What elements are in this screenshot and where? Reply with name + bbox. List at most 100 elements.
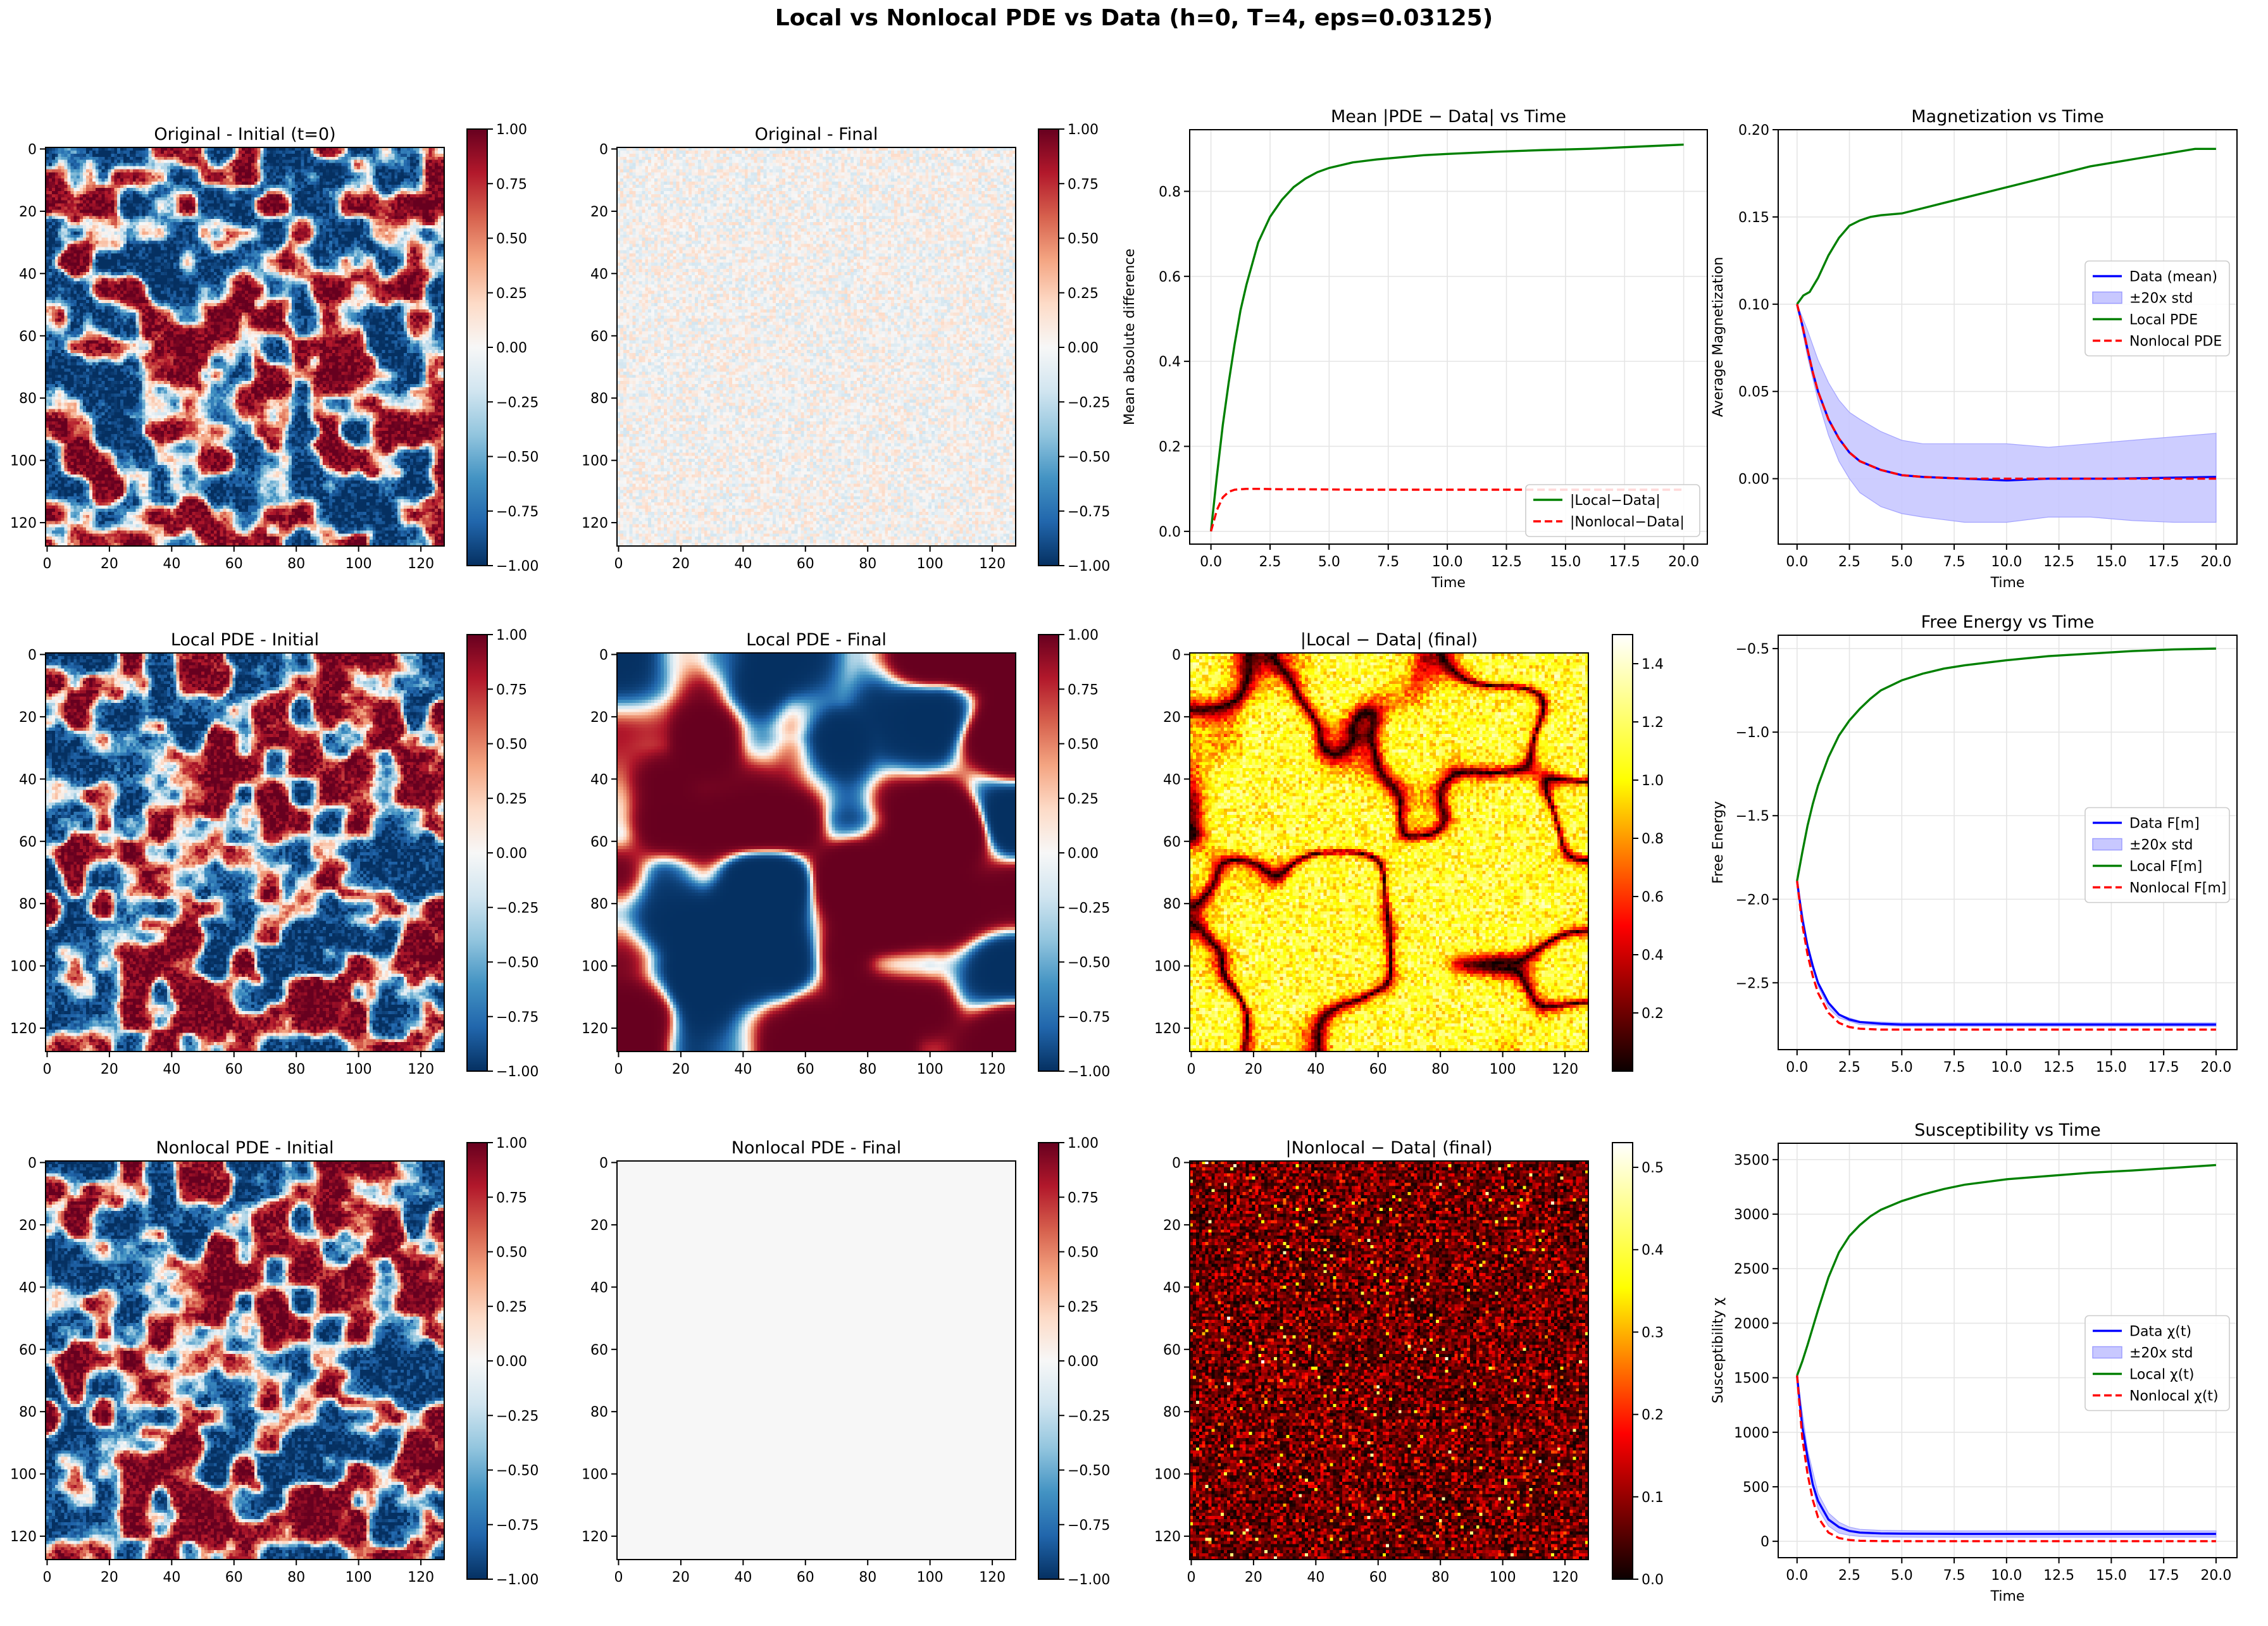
original-final-xtick-label: 80 xyxy=(859,556,876,572)
mean-diff-frame xyxy=(1189,129,1708,545)
local-initial-colorbar-label: 0.00 xyxy=(496,846,527,862)
nonlocal-diff-frame xyxy=(1189,1160,1589,1560)
local-final-ytick-label: 40 xyxy=(590,772,608,788)
local-diff-xtick-label: 0 xyxy=(1187,1062,1195,1077)
nonlocal-initial-ytick-label: 100 xyxy=(10,1467,37,1483)
susceptibility-legend xyxy=(2084,1315,2230,1412)
magnetization-legend-swatch xyxy=(2092,291,2122,304)
nonlocal-final-ytick-label: 60 xyxy=(590,1343,608,1358)
local-initial-ytick-label: 40 xyxy=(19,772,37,788)
original-final-colorbar-label: −0.50 xyxy=(1068,450,1110,466)
local-initial-ytick-label: 0 xyxy=(28,647,37,663)
nonlocal-diff-ytick-label: 120 xyxy=(1154,1529,1181,1545)
local-initial-heatmap-image xyxy=(46,653,444,1052)
local-initial-colorbar-label: 1.00 xyxy=(496,628,527,643)
local-final-colorbar-label: −0.75 xyxy=(1068,1010,1110,1026)
nonlocal-diff-colorbar-label: 0.2 xyxy=(1642,1408,1664,1424)
original-final-xtick-label: 40 xyxy=(734,556,752,572)
nonlocal-final-ytick-label: 20 xyxy=(590,1218,608,1234)
original-final-colorbar-label: −0.75 xyxy=(1068,504,1110,520)
free-energy-ytick-label: −0.5 xyxy=(1736,642,1769,657)
magnetization-title: Magnetization vs Time xyxy=(1911,107,2104,127)
susceptibility-ytick-label: 3000 xyxy=(1734,1207,1769,1223)
magnetization-xtick-label: 15.0 xyxy=(2096,554,2127,570)
original-final-colorbar-label: 1.00 xyxy=(1068,122,1099,138)
nonlocal-diff-xtick-label: 20 xyxy=(1245,1570,1262,1586)
nonlocal-initial-ytick-label: 20 xyxy=(19,1218,37,1234)
nonlocal-diff-ytick-label: 80 xyxy=(1163,1405,1181,1420)
nonlocal-initial-colorbar-label: −0.75 xyxy=(496,1518,539,1534)
local-final-ytick-label: 120 xyxy=(582,1021,608,1037)
nonlocal-initial-frame xyxy=(45,1160,445,1560)
original-initial-ytick-label: 60 xyxy=(19,329,37,345)
nonlocal-diff-colorbar-label: 0.5 xyxy=(1642,1160,1664,1176)
nonlocal-diff-ytick-label: 60 xyxy=(1163,1343,1181,1358)
original-final-colorbar xyxy=(1038,128,1059,566)
local-initial-ytick-label: 120 xyxy=(10,1021,37,1037)
original-initial-colorbar-label: 0.00 xyxy=(496,340,527,356)
susceptibility-series-line xyxy=(1796,1375,2216,1542)
magnetization-frame xyxy=(1778,129,2238,545)
original-final-xtick-label: 20 xyxy=(672,556,690,572)
local-diff-xtick-label: 20 xyxy=(1245,1062,1262,1077)
original-initial-ytick-label: 120 xyxy=(10,516,37,531)
free-energy-xtick-label: 15.0 xyxy=(2096,1060,2127,1076)
original-initial-heatmap-image xyxy=(46,147,444,546)
magnetization-series-line xyxy=(1796,304,2216,480)
susceptibility-ytick-label: 2000 xyxy=(1734,1316,1769,1332)
figure-title: Local vs Nonlocal PDE vs Data (h=0, T=4,… xyxy=(775,5,1493,31)
original-final-colorbar-label: −1.00 xyxy=(1068,559,1110,574)
susceptibility-legend-label: Data χ(t) xyxy=(2129,1324,2191,1340)
local-initial-xtick-label: 80 xyxy=(287,1062,305,1077)
nonlocal-final-colorbar-label: −1.00 xyxy=(1068,1572,1110,1588)
original-initial-xtick-label: 60 xyxy=(225,556,243,572)
susceptibility-xtick-label: 10.0 xyxy=(1991,1568,2022,1584)
nonlocal-final-xtick-label: 0 xyxy=(614,1570,623,1586)
nonlocal-diff-xtick-label: 120 xyxy=(1552,1570,1578,1586)
original-initial-ytick-label: 40 xyxy=(19,266,37,282)
magnetization-xtick-label: 12.5 xyxy=(2043,554,2074,570)
local-final-colorbar-label: 0.25 xyxy=(1068,791,1099,807)
local-diff-ytick-label: 0 xyxy=(1172,647,1181,663)
original-initial-xtick-label: 80 xyxy=(287,556,305,572)
subplot-mean-diff: 0.0 2.5 5.0 7.5 10.0 12.5 15.0 17.5 20.0 0.0 0.2 0.… xyxy=(1122,107,1708,591)
local-diff-colorbar xyxy=(1612,634,1633,1072)
magnetization-legend-label: Local PDE xyxy=(2129,313,2198,328)
susceptibility-xtick-label: 2.5 xyxy=(1838,1568,1860,1584)
nonlocal-final-colorbar-label: 0.50 xyxy=(1068,1245,1099,1261)
local-final-colorbar-label: 0.50 xyxy=(1068,737,1099,753)
nonlocal-final-xtick-label: 40 xyxy=(734,1570,752,1586)
local-diff-ytick-label: 120 xyxy=(1154,1021,1181,1037)
nonlocal-diff-ytick-label: 100 xyxy=(1154,1467,1181,1483)
original-initial-ytick-label: 20 xyxy=(19,204,37,220)
original-final-colorbar-label: −0.25 xyxy=(1068,395,1110,411)
free-energy-legend xyxy=(2084,807,2230,903)
magnetization-xtick-label: 0.0 xyxy=(1786,554,1808,570)
local-final-ytick-label: 100 xyxy=(582,959,608,975)
free-energy-title: Free Energy vs Time xyxy=(1921,612,2095,632)
local-initial-xtick-label: 40 xyxy=(163,1062,180,1077)
nonlocal-final-title: Nonlocal PDE - Final xyxy=(732,1138,902,1158)
local-diff-xtick-label: 40 xyxy=(1307,1062,1324,1077)
nonlocal-final-ytick-label: 40 xyxy=(590,1280,608,1296)
mean-diff-xtick-label: 10.0 xyxy=(1432,554,1463,570)
nonlocal-diff-colorbar-label: 0.3 xyxy=(1642,1325,1664,1341)
original-initial-xtick-label: 40 xyxy=(163,556,180,572)
subplot-nonlocal-diff: 0 0 20 20 40 40 60 60 80 80 100 100 120 120 |Nonlocal … xyxy=(1154,1138,1664,1588)
local-final-ytick-label: 0 xyxy=(599,647,608,663)
mean-diff-series-line xyxy=(1209,143,1684,532)
nonlocal-initial-colorbar xyxy=(466,1142,488,1580)
magnetization-ytick-label: 0.05 xyxy=(1738,385,1769,400)
original-initial-colorbar-label: −0.50 xyxy=(496,450,539,466)
nonlocal-initial-title: Nonlocal PDE - Initial xyxy=(156,1138,333,1158)
original-initial-frame xyxy=(45,147,445,547)
nonlocal-diff-title: |Nonlocal − Data| (final) xyxy=(1285,1138,1492,1158)
susceptibility-xtick-label: 17.5 xyxy=(2148,1568,2179,1584)
local-final-title: Local PDE - Final xyxy=(746,630,887,650)
original-final-ytick-label: 120 xyxy=(582,516,608,531)
magnetization-legend-label: ±20x std xyxy=(2129,291,2193,307)
mean-diff-ytick-label: 0.6 xyxy=(1159,270,1181,285)
free-energy-series-line xyxy=(1796,881,2216,1026)
nonlocal-final-xtick-label: 120 xyxy=(979,1570,1006,1586)
nonlocal-initial-colorbar-label: 0.50 xyxy=(496,1245,527,1261)
